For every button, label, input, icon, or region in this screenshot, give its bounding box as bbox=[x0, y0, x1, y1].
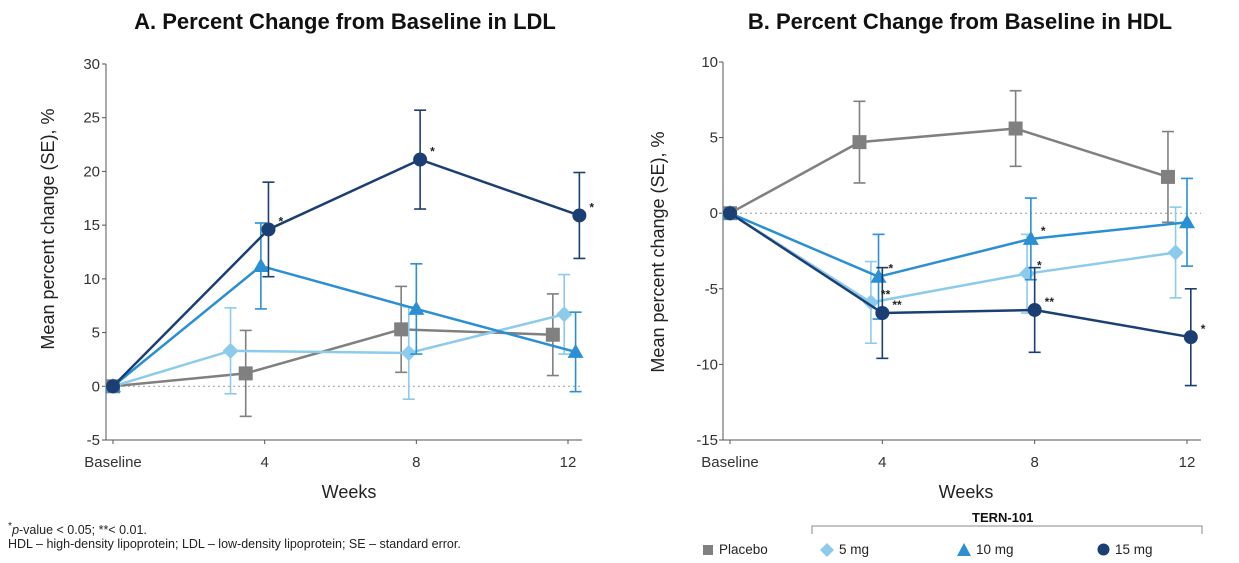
x-tick-label: Baseline bbox=[701, 454, 759, 471]
series-15mg-hdl bbox=[723, 206, 1198, 387]
y-tick-label: 20 bbox=[83, 163, 100, 180]
legend-label-5mg: 5 mg bbox=[839, 542, 870, 557]
series-5mg-hdl bbox=[722, 205, 1184, 345]
legend-item-10mg: 10 mg bbox=[957, 542, 1014, 557]
series-line-10mg bbox=[729, 212, 1188, 279]
y-tick-label: -5 bbox=[705, 281, 718, 298]
series-15mg-ldl bbox=[106, 109, 587, 394]
legend-bracket bbox=[811, 525, 1203, 534]
legend-label-placebo: Placebo bbox=[719, 542, 768, 557]
x-axis-label-ldl: Weeks bbox=[322, 482, 377, 502]
plot-area-ldl: -5 0 5 10 15 20 25 30 Baseline 4 8 12 * * * bbox=[83, 56, 594, 471]
significance-marker: * bbox=[889, 262, 894, 276]
series-line-placebo bbox=[729, 127, 1169, 215]
data-point-15mg bbox=[261, 222, 276, 237]
significance-marker: * bbox=[1037, 259, 1042, 273]
y-tick-label: 5 bbox=[710, 130, 718, 147]
footnote-pvalue: *p-value < 0.05; **< 0.01. bbox=[8, 521, 147, 538]
significance-marker: * bbox=[589, 200, 594, 214]
legend-group-title: TERN-101 bbox=[972, 510, 1034, 525]
y-tick-label: 5 bbox=[92, 325, 100, 342]
data-point-15mg bbox=[723, 206, 737, 221]
y-tick-label: 15 bbox=[83, 217, 100, 234]
legend-item-15mg: 15 mg bbox=[1097, 542, 1153, 557]
footnote-abbreviations: HDL – high-density lipoprotein; LDL – lo… bbox=[8, 537, 461, 551]
data-point-placebo bbox=[394, 322, 409, 337]
significance-marker: * bbox=[278, 214, 283, 228]
y-axis-label-hdl: Mean percent change (SE), % bbox=[648, 131, 668, 372]
data-point-placebo bbox=[852, 135, 867, 150]
significance-marker: * bbox=[430, 145, 435, 159]
significance-marker: ** bbox=[1045, 295, 1055, 309]
series-line-10mg bbox=[112, 264, 576, 388]
data-point-placebo bbox=[1160, 169, 1175, 184]
data-point-15mg bbox=[106, 379, 120, 394]
data-point-placebo bbox=[545, 327, 560, 342]
series-line-5mg bbox=[729, 212, 1176, 304]
data-point-10mg bbox=[408, 300, 425, 315]
data-point-15mg bbox=[875, 305, 890, 320]
significance-marker: * bbox=[1201, 322, 1206, 336]
legend-item-5mg: 5 mg bbox=[820, 542, 869, 557]
y-tick-label: -15 bbox=[696, 432, 718, 449]
legend-label-15mg: 15 mg bbox=[1115, 542, 1153, 557]
data-point-5mg bbox=[222, 342, 239, 359]
data-point-10mg bbox=[252, 257, 269, 272]
data-point-15mg bbox=[413, 152, 428, 167]
significance-marker: ** bbox=[881, 287, 891, 301]
legend-marker-placebo bbox=[703, 544, 713, 555]
y-tick-label: 30 bbox=[83, 56, 100, 73]
series-line-placebo bbox=[112, 328, 553, 388]
series-line-5mg bbox=[112, 313, 565, 388]
significance-marker: ** bbox=[892, 298, 902, 312]
chart-panel-hdl: B. Percent Change from Baseline in HDL M… bbox=[648, 9, 1206, 502]
chart-title-hdl: B. Percent Change from Baseline in HDL bbox=[748, 9, 1172, 34]
x-tick-label: 12 bbox=[1179, 454, 1196, 471]
y-tick-label: 25 bbox=[83, 110, 100, 127]
data-point-15mg bbox=[1183, 330, 1198, 345]
y-tick-label: 10 bbox=[701, 54, 718, 71]
x-axis-label-hdl: Weeks bbox=[939, 482, 994, 502]
chart-title-ldl: A. Percent Change from Baseline in LDL bbox=[134, 9, 556, 34]
data-point-10mg bbox=[1179, 214, 1195, 229]
legend-item-placebo: Placebo bbox=[702, 542, 768, 557]
legend-marker-15mg bbox=[1097, 543, 1110, 556]
x-tick-label: 4 bbox=[878, 454, 886, 471]
x-tick-label: 8 bbox=[1030, 454, 1038, 471]
data-point-5mg bbox=[556, 306, 573, 323]
data-point-placebo bbox=[238, 366, 253, 381]
footnote-pvalue-text: -value < 0.05; **< 0.01. bbox=[19, 523, 147, 538]
series-10mg-hdl bbox=[722, 177, 1195, 320]
x-tick-label: Baseline bbox=[84, 454, 142, 471]
data-point-10mg bbox=[1022, 230, 1039, 245]
y-tick-label: 0 bbox=[92, 378, 100, 395]
data-point-10mg bbox=[567, 343, 584, 358]
legend-label-10mg: 10 mg bbox=[976, 542, 1014, 557]
data-point-15mg bbox=[572, 208, 587, 223]
footnote-p: p bbox=[12, 523, 20, 538]
series-line-15mg bbox=[112, 158, 580, 388]
series-line-15mg bbox=[729, 212, 1192, 339]
y-tick-label: -5 bbox=[87, 432, 100, 449]
series-placebo-hdl bbox=[723, 89, 1175, 224]
data-point-placebo bbox=[1008, 121, 1023, 136]
chart-panel-ldl: A. Percent Change from Baseline in LDL M… bbox=[38, 9, 594, 502]
y-tick-label: 10 bbox=[83, 271, 100, 288]
y-tick-label: 0 bbox=[710, 205, 718, 222]
legend-marker-10mg bbox=[957, 543, 971, 556]
x-tick-label: 12 bbox=[560, 454, 577, 471]
data-point-5mg bbox=[862, 294, 879, 311]
x-tick-label: 4 bbox=[260, 454, 268, 471]
data-point-5mg bbox=[400, 344, 417, 361]
data-point-15mg bbox=[1027, 302, 1042, 317]
significance-marker: * bbox=[1041, 224, 1046, 238]
x-tick-label: 8 bbox=[412, 454, 420, 471]
y-tick-label: -10 bbox=[696, 356, 718, 373]
y-axis-label-ldl: Mean percent change (SE), % bbox=[38, 108, 58, 349]
legend-marker-5mg bbox=[820, 542, 834, 557]
data-point-5mg bbox=[1167, 244, 1184, 261]
